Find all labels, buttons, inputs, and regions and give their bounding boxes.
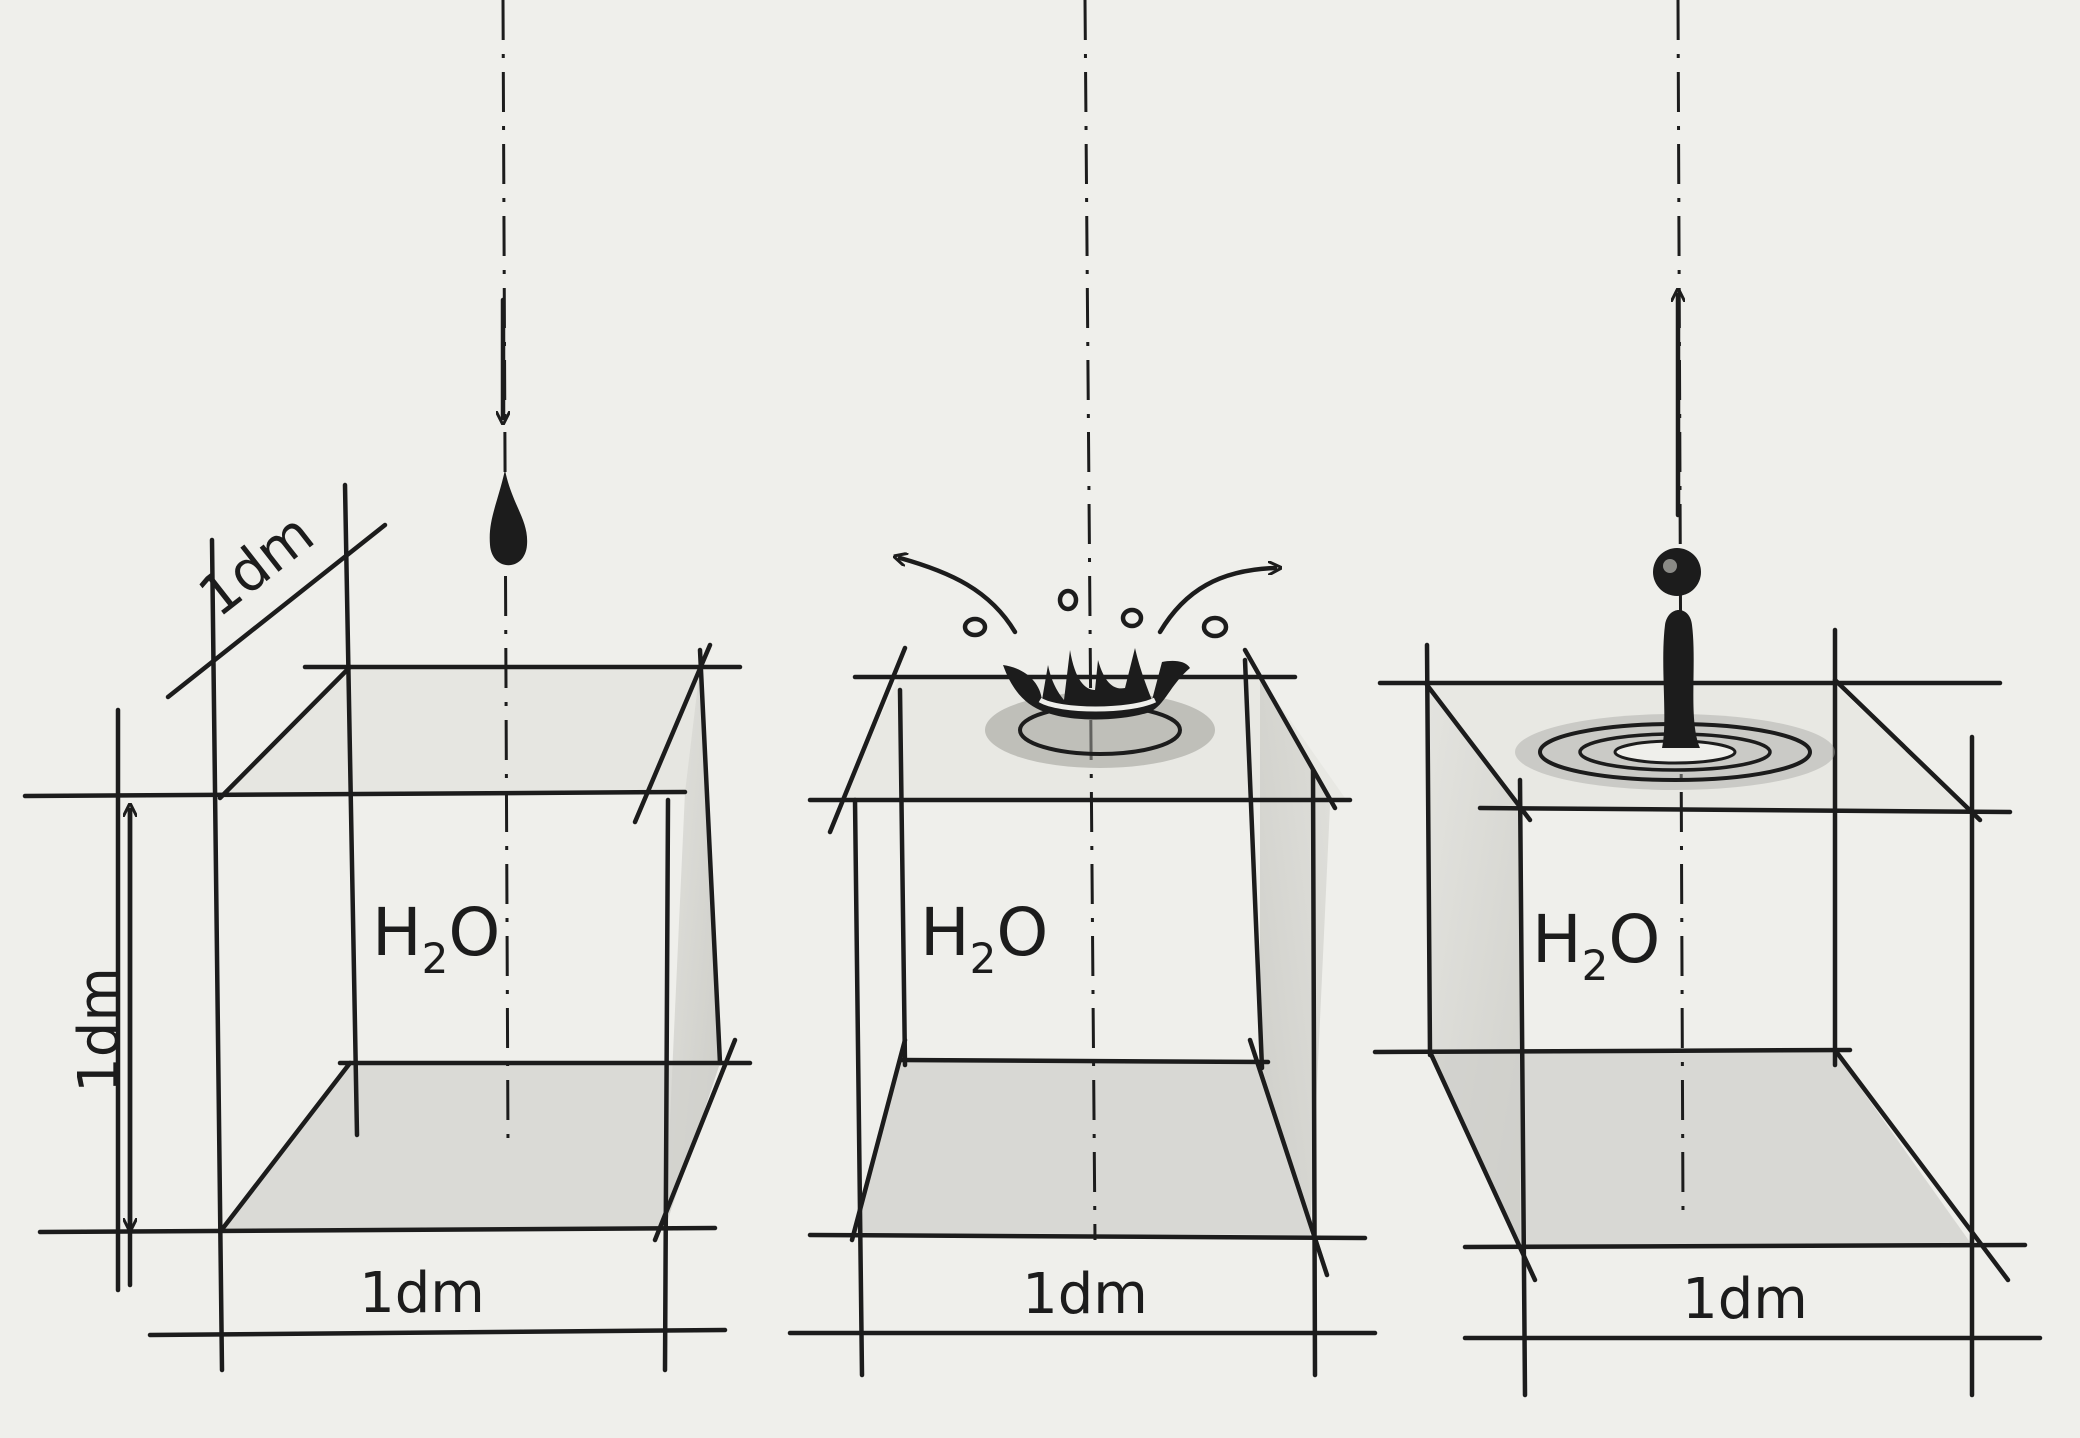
cube-1-formula: H2O <box>372 894 500 983</box>
cube-3-width-label: 1dm <box>1682 1267 1808 1332</box>
splash-highlight <box>1038 697 1157 712</box>
cube-1-width-label: 1dm <box>359 1261 485 1326</box>
cube-1-width-dim <box>147 1327 728 1338</box>
splash-droplet <box>1120 607 1144 629</box>
splash-droplet <box>1201 615 1229 639</box>
cube-1-height-label: 1dm <box>67 967 132 1093</box>
cube-rebound: 1dm H2O <box>1372 0 2043 1398</box>
splash-arrow-right <box>1157 568 1275 635</box>
rebound-droplet-icon <box>1653 548 1701 596</box>
cube-2-width-label: 1dm <box>1022 1262 1148 1327</box>
splash-droplet <box>962 616 988 638</box>
cube-3-edges <box>1372 627 2028 1398</box>
cube-2-drop-axis <box>1083 0 1097 1241</box>
cube-1-drop-axis <box>501 0 510 1146</box>
cube-1-edges <box>22 482 753 1373</box>
cube-3-bottom-face <box>1430 1052 1972 1250</box>
cube-1-bottom-face <box>220 1063 720 1232</box>
cube-2-bottom-face <box>855 1060 1310 1235</box>
cube-3-formula: H2O <box>1532 901 1660 990</box>
cube-3-drop-axis <box>1676 0 1685 1216</box>
rebound-droplet-highlight <box>1663 559 1677 573</box>
cube-splash: 1dm H2O <box>787 0 1378 1378</box>
cube-falling-drop: 1dm 1dm 1dm H2O <box>22 0 753 1373</box>
rebound-jet-icon <box>1662 610 1700 748</box>
falling-drop-icon <box>489 470 528 566</box>
cube-1-top-face <box>220 667 700 798</box>
cube-2-formula: H2O <box>920 894 1048 983</box>
cube-1-depth-label: 1dm <box>187 501 326 630</box>
splash-droplet <box>1057 588 1079 612</box>
cube-1-depth-dim <box>165 522 388 700</box>
splash-arrow-left <box>900 558 1018 635</box>
cube-2-edges <box>807 645 1368 1378</box>
